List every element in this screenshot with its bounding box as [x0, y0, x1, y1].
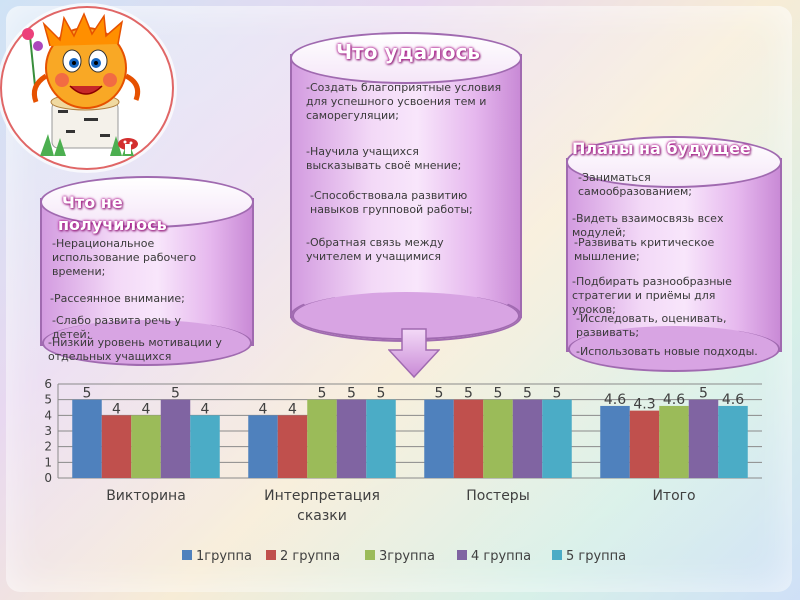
category-label: Интерпретация [264, 488, 380, 504]
down-arrow-icon [388, 328, 440, 378]
plans-item: -Развивать критическое мышление; [574, 236, 715, 263]
y-tick-label: 6 [44, 377, 52, 391]
bar [483, 399, 513, 478]
bar [453, 399, 484, 478]
data-label: 5 [83, 386, 92, 402]
legend-swatch [182, 550, 192, 560]
chart-data-labels: 5 4 4 5 4 4 4 5 5 5 5 5 5 5 5 4.6 4.3 4.6 5 4.6 [83, 386, 745, 418]
category-label: сказки [297, 508, 347, 524]
legend-swatch [365, 550, 375, 560]
success-title: Что удалось [336, 40, 481, 64]
bar [512, 399, 543, 478]
data-label: 5 [523, 386, 532, 402]
plans-item: -Видеть взаимосвязь всех модулей; [572, 212, 724, 239]
legend-swatch [266, 550, 276, 560]
data-label: 4 [112, 401, 121, 417]
success-item: -Обратная связь между учителем и учащими… [306, 236, 444, 263]
fail-cylinder [40, 176, 254, 368]
bar [101, 415, 132, 478]
bar [659, 405, 689, 478]
legend-label: 3группа [379, 549, 435, 564]
data-label: 5 [171, 386, 180, 402]
kolobok-icon [22, 12, 141, 156]
success-item: -Научила учащихся высказывать своё мнени… [306, 145, 462, 172]
x-axis-categories: Викторина Интерпретация сказки Постеры Итого [106, 488, 695, 524]
data-label: 5 [318, 386, 327, 402]
plans-item: -Подбирать разнообразные стратегии и при… [572, 275, 732, 316]
bar [160, 399, 191, 478]
plans-cylinder [566, 136, 782, 374]
legend-swatch [552, 550, 562, 560]
success-cylinder: Что удалось [290, 32, 522, 342]
y-tick-label: 3 [44, 424, 52, 438]
legend-label: 4 группа [471, 549, 531, 564]
data-label: 5 [347, 386, 356, 402]
legend-label: 1группа [196, 549, 252, 564]
y-axis-ticks: 0 12 3 45 6 [44, 377, 52, 485]
chart-bars [72, 399, 748, 478]
data-label: 4 [288, 401, 297, 417]
data-label: 4.6 [663, 392, 685, 408]
category-label: Викторина [106, 488, 186, 504]
bar [600, 405, 630, 478]
bar [629, 410, 660, 478]
mascot-illustration [0, 6, 174, 170]
y-tick-label: 2 [44, 440, 52, 454]
bar [718, 405, 748, 478]
bar [336, 399, 367, 478]
bar [248, 415, 278, 478]
fail-item: -Рассеянное внимание; [50, 292, 185, 305]
bar [131, 415, 161, 478]
data-label: 5 [494, 386, 503, 402]
fail-title-line1: Что не [62, 193, 123, 212]
y-tick-label: 0 [44, 471, 52, 485]
y-tick-label: 5 [44, 393, 52, 407]
plans-title: Планы на будущее [572, 139, 751, 158]
fail-title-line2: получилось [58, 215, 167, 234]
data-label: 4 [201, 401, 210, 417]
fail-item: -Слабо развита речь у детей; [52, 314, 182, 341]
legend-swatch [457, 550, 467, 560]
data-label: 5 [377, 386, 386, 402]
bar [72, 399, 102, 478]
category-label: Итого [652, 488, 695, 504]
bar [688, 399, 719, 478]
data-label: 4.3 [633, 397, 655, 413]
legend-label: 2 группа [280, 549, 340, 564]
fail-item: -Нерациональное использование рабочего в… [52, 237, 197, 278]
bar [307, 399, 337, 478]
bar [366, 399, 396, 478]
fail-item: -Низкий уровень мотивации у отдельных уч… [48, 336, 222, 363]
chart-legend: 1группа 2 группа 3группа 4 группа 5 группа [182, 549, 626, 564]
data-label: 5 [464, 386, 473, 402]
legend-label: 5 группа [566, 549, 626, 564]
success-item: -Создать благоприятные условия для успеш… [306, 81, 502, 122]
plans-item: -Заниматься самообразованием; [578, 171, 692, 198]
data-label: 5 [435, 386, 444, 402]
bar [190, 415, 220, 478]
plans-item: -Исследовать, оценивать, развивать; [576, 312, 727, 339]
category-label: Постеры [466, 488, 530, 504]
data-label: 4.6 [722, 392, 744, 408]
bar [277, 415, 308, 478]
success-item: -Способствовала развитию навыков группов… [310, 189, 473, 216]
data-label: 5 [699, 386, 708, 402]
data-label: 4 [259, 401, 268, 417]
data-label: 4 [142, 401, 151, 417]
data-label: 4.6 [604, 392, 626, 408]
y-tick-label: 1 [44, 455, 52, 469]
plans-item: -Использовать новые подходы. [576, 345, 758, 358]
y-tick-label: 4 [44, 408, 52, 422]
bar [542, 399, 572, 478]
data-label: 5 [553, 386, 562, 402]
bar [424, 399, 454, 478]
